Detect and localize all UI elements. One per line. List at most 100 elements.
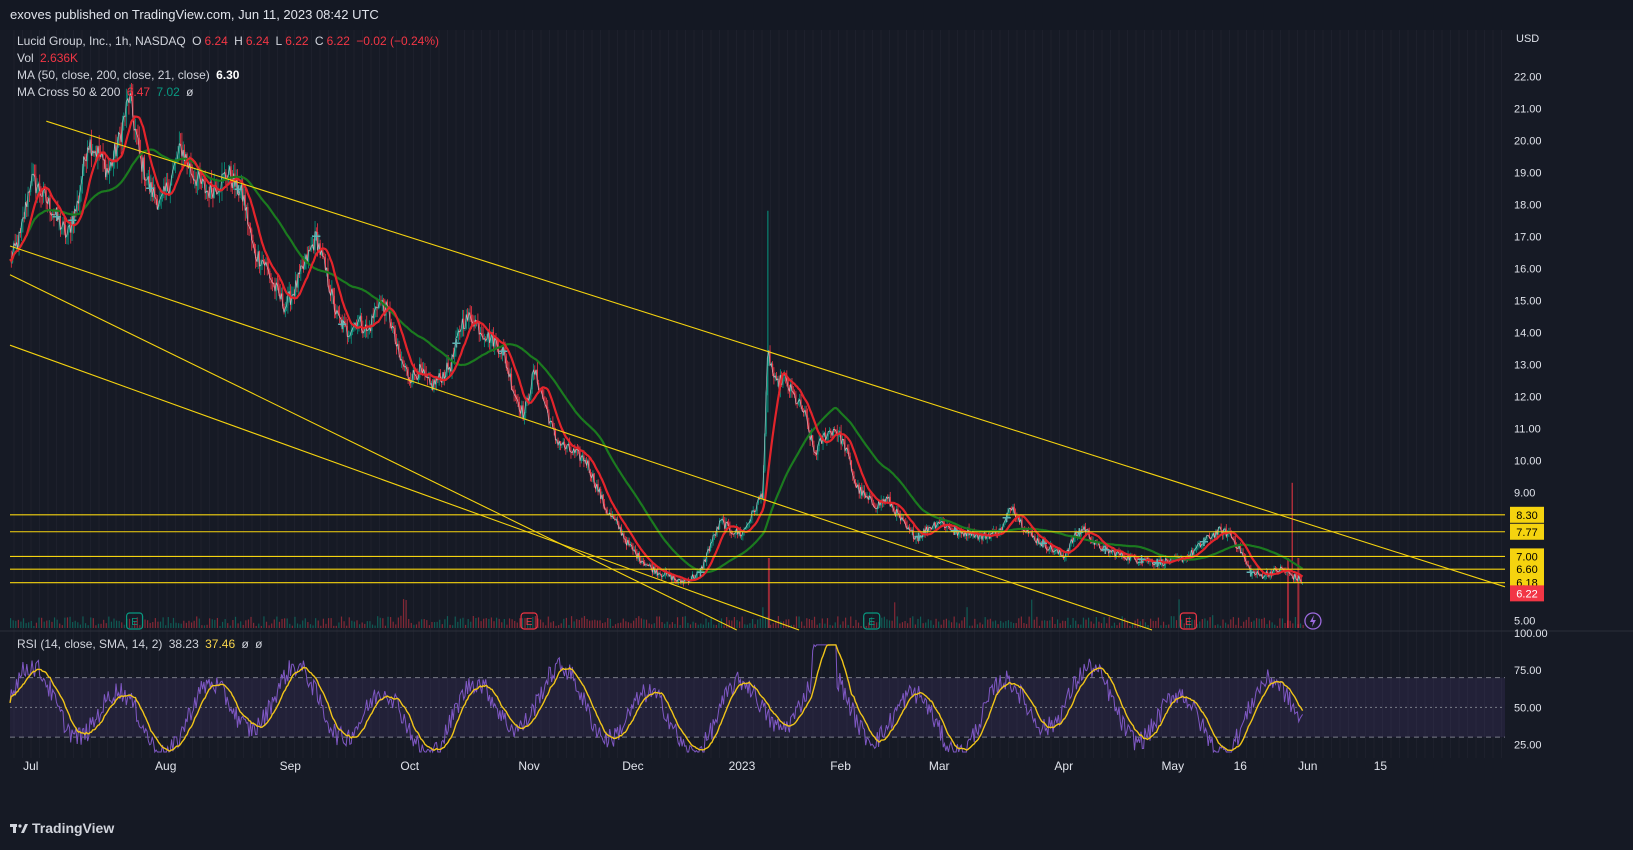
volume-bar	[227, 623, 229, 628]
candle-body	[901, 517, 903, 521]
chart-area[interactable]: + + + + + + + + + + + + + + + + + + +8.30 7.77 7.00 6.60 6.18 6…	[0, 30, 1633, 820]
candle-body	[906, 525, 908, 530]
candle-body	[625, 539, 628, 546]
candle-body	[142, 157, 144, 172]
candle-body	[1177, 556, 1180, 558]
candle-body	[258, 251, 261, 267]
candle-body	[497, 345, 500, 354]
candle-body	[295, 280, 297, 296]
volume-bar	[1276, 625, 1278, 628]
candle-body	[403, 364, 405, 368]
volume-bar	[1209, 617, 1211, 628]
candle-body	[805, 410, 807, 416]
candle-body	[421, 367, 423, 374]
price-level-tag	[1510, 506, 1544, 523]
ma-label: MA (50, close, 200, close, 21, close)	[17, 68, 210, 82]
volume-bar	[1201, 619, 1203, 628]
candle-body	[93, 151, 95, 153]
volume-bar	[475, 618, 477, 628]
volume-bar	[361, 622, 363, 628]
volume-bar	[1157, 617, 1159, 628]
candle-body	[408, 377, 410, 381]
volume-bar	[842, 621, 844, 628]
candle-body	[1205, 539, 1207, 541]
candle-body	[1166, 558, 1168, 561]
candle-body	[107, 168, 109, 173]
volume-bar	[493, 621, 495, 628]
candle-body	[324, 257, 326, 270]
candle-body	[71, 219, 73, 233]
volume-bar	[483, 618, 485, 628]
candle-body	[830, 430, 832, 433]
candle-body	[920, 535, 922, 537]
candle-body	[803, 410, 805, 413]
price-tick-label: 13.00	[1514, 359, 1542, 371]
candle-body	[21, 223, 23, 233]
volume-bar	[1178, 599, 1180, 628]
volume-bar	[214, 619, 216, 628]
symbol-label[interactable]: Lucid Group, Inc., 1h, NASDAQ	[17, 34, 186, 48]
candle-body	[368, 327, 370, 331]
legend-ma-cross[interactable]: MA Cross 50 & 200 6.47 7.02 ø	[17, 84, 196, 101]
legend-rsi[interactable]: RSI (14, close, SMA, 14, 2) 38.23 37.46 …	[17, 636, 266, 653]
volume-bar	[997, 624, 999, 628]
candle-body	[954, 530, 956, 532]
legend-volume[interactable]: Vol 2.636K	[17, 50, 81, 67]
candle-body	[821, 438, 823, 444]
candle-body	[579, 450, 581, 461]
candle-body	[725, 522, 727, 529]
candle-body	[492, 331, 495, 347]
ma-cross-extra-value: ø	[186, 85, 194, 99]
candle-body	[977, 533, 979, 540]
candle-body	[130, 93, 133, 97]
volume-bar	[506, 624, 508, 628]
volume-bar	[384, 625, 387, 628]
candle-body	[1250, 568, 1252, 576]
tradingview-brand[interactable]: TradingView	[10, 820, 114, 836]
volume-bar	[294, 616, 296, 628]
candle-body	[466, 314, 469, 321]
volume-bar	[645, 619, 648, 628]
legend-ma[interactable]: MA (50, close, 200, close, 21, close) 6.…	[17, 67, 242, 84]
volume-bar	[728, 620, 730, 628]
candle-body	[1261, 574, 1264, 579]
candle-body	[317, 231, 319, 251]
price-tick-label: 9.00	[1514, 487, 1535, 499]
volume-bar	[495, 617, 498, 628]
rsi-tick-label: 25.00	[1514, 740, 1542, 752]
candle-body	[693, 574, 695, 579]
volume-bar	[276, 616, 278, 628]
candle-body	[1192, 550, 1194, 556]
candle-body	[35, 176, 37, 194]
candle-body	[713, 534, 716, 536]
volume-bar	[860, 625, 862, 628]
candle-body	[146, 179, 148, 181]
candle-body	[227, 173, 230, 180]
candle-body	[525, 402, 527, 414]
volume-bar	[726, 617, 728, 628]
price-level-label: 7.00	[1516, 551, 1537, 563]
volume-bar	[51, 621, 53, 628]
ma-cross-marker: +	[498, 345, 509, 360]
candle-body	[1051, 545, 1053, 550]
candle-body	[180, 143, 182, 145]
volume-bar	[1062, 620, 1064, 628]
volume-bar	[1116, 625, 1118, 628]
volume-bar	[1139, 621, 1141, 628]
candle-body	[305, 254, 307, 262]
candle-body	[1021, 519, 1023, 529]
candle-body	[373, 310, 376, 318]
candle-body	[507, 367, 509, 369]
volume-bar	[868, 622, 870, 628]
candle-body	[521, 405, 523, 414]
candle-body	[1206, 535, 1208, 540]
volume-bar	[1093, 623, 1095, 628]
candle-body	[249, 226, 252, 230]
candle-body	[13, 243, 15, 254]
volume-bar	[258, 623, 260, 628]
candle-body	[174, 161, 177, 165]
volume-bar	[444, 619, 446, 628]
candle-body	[676, 579, 678, 582]
price-chart[interactable]: + ++ +++++++ ++++++ +++8.307.777.006.606.186…	[0, 30, 1633, 820]
ma-cross-marker: +	[695, 565, 706, 580]
